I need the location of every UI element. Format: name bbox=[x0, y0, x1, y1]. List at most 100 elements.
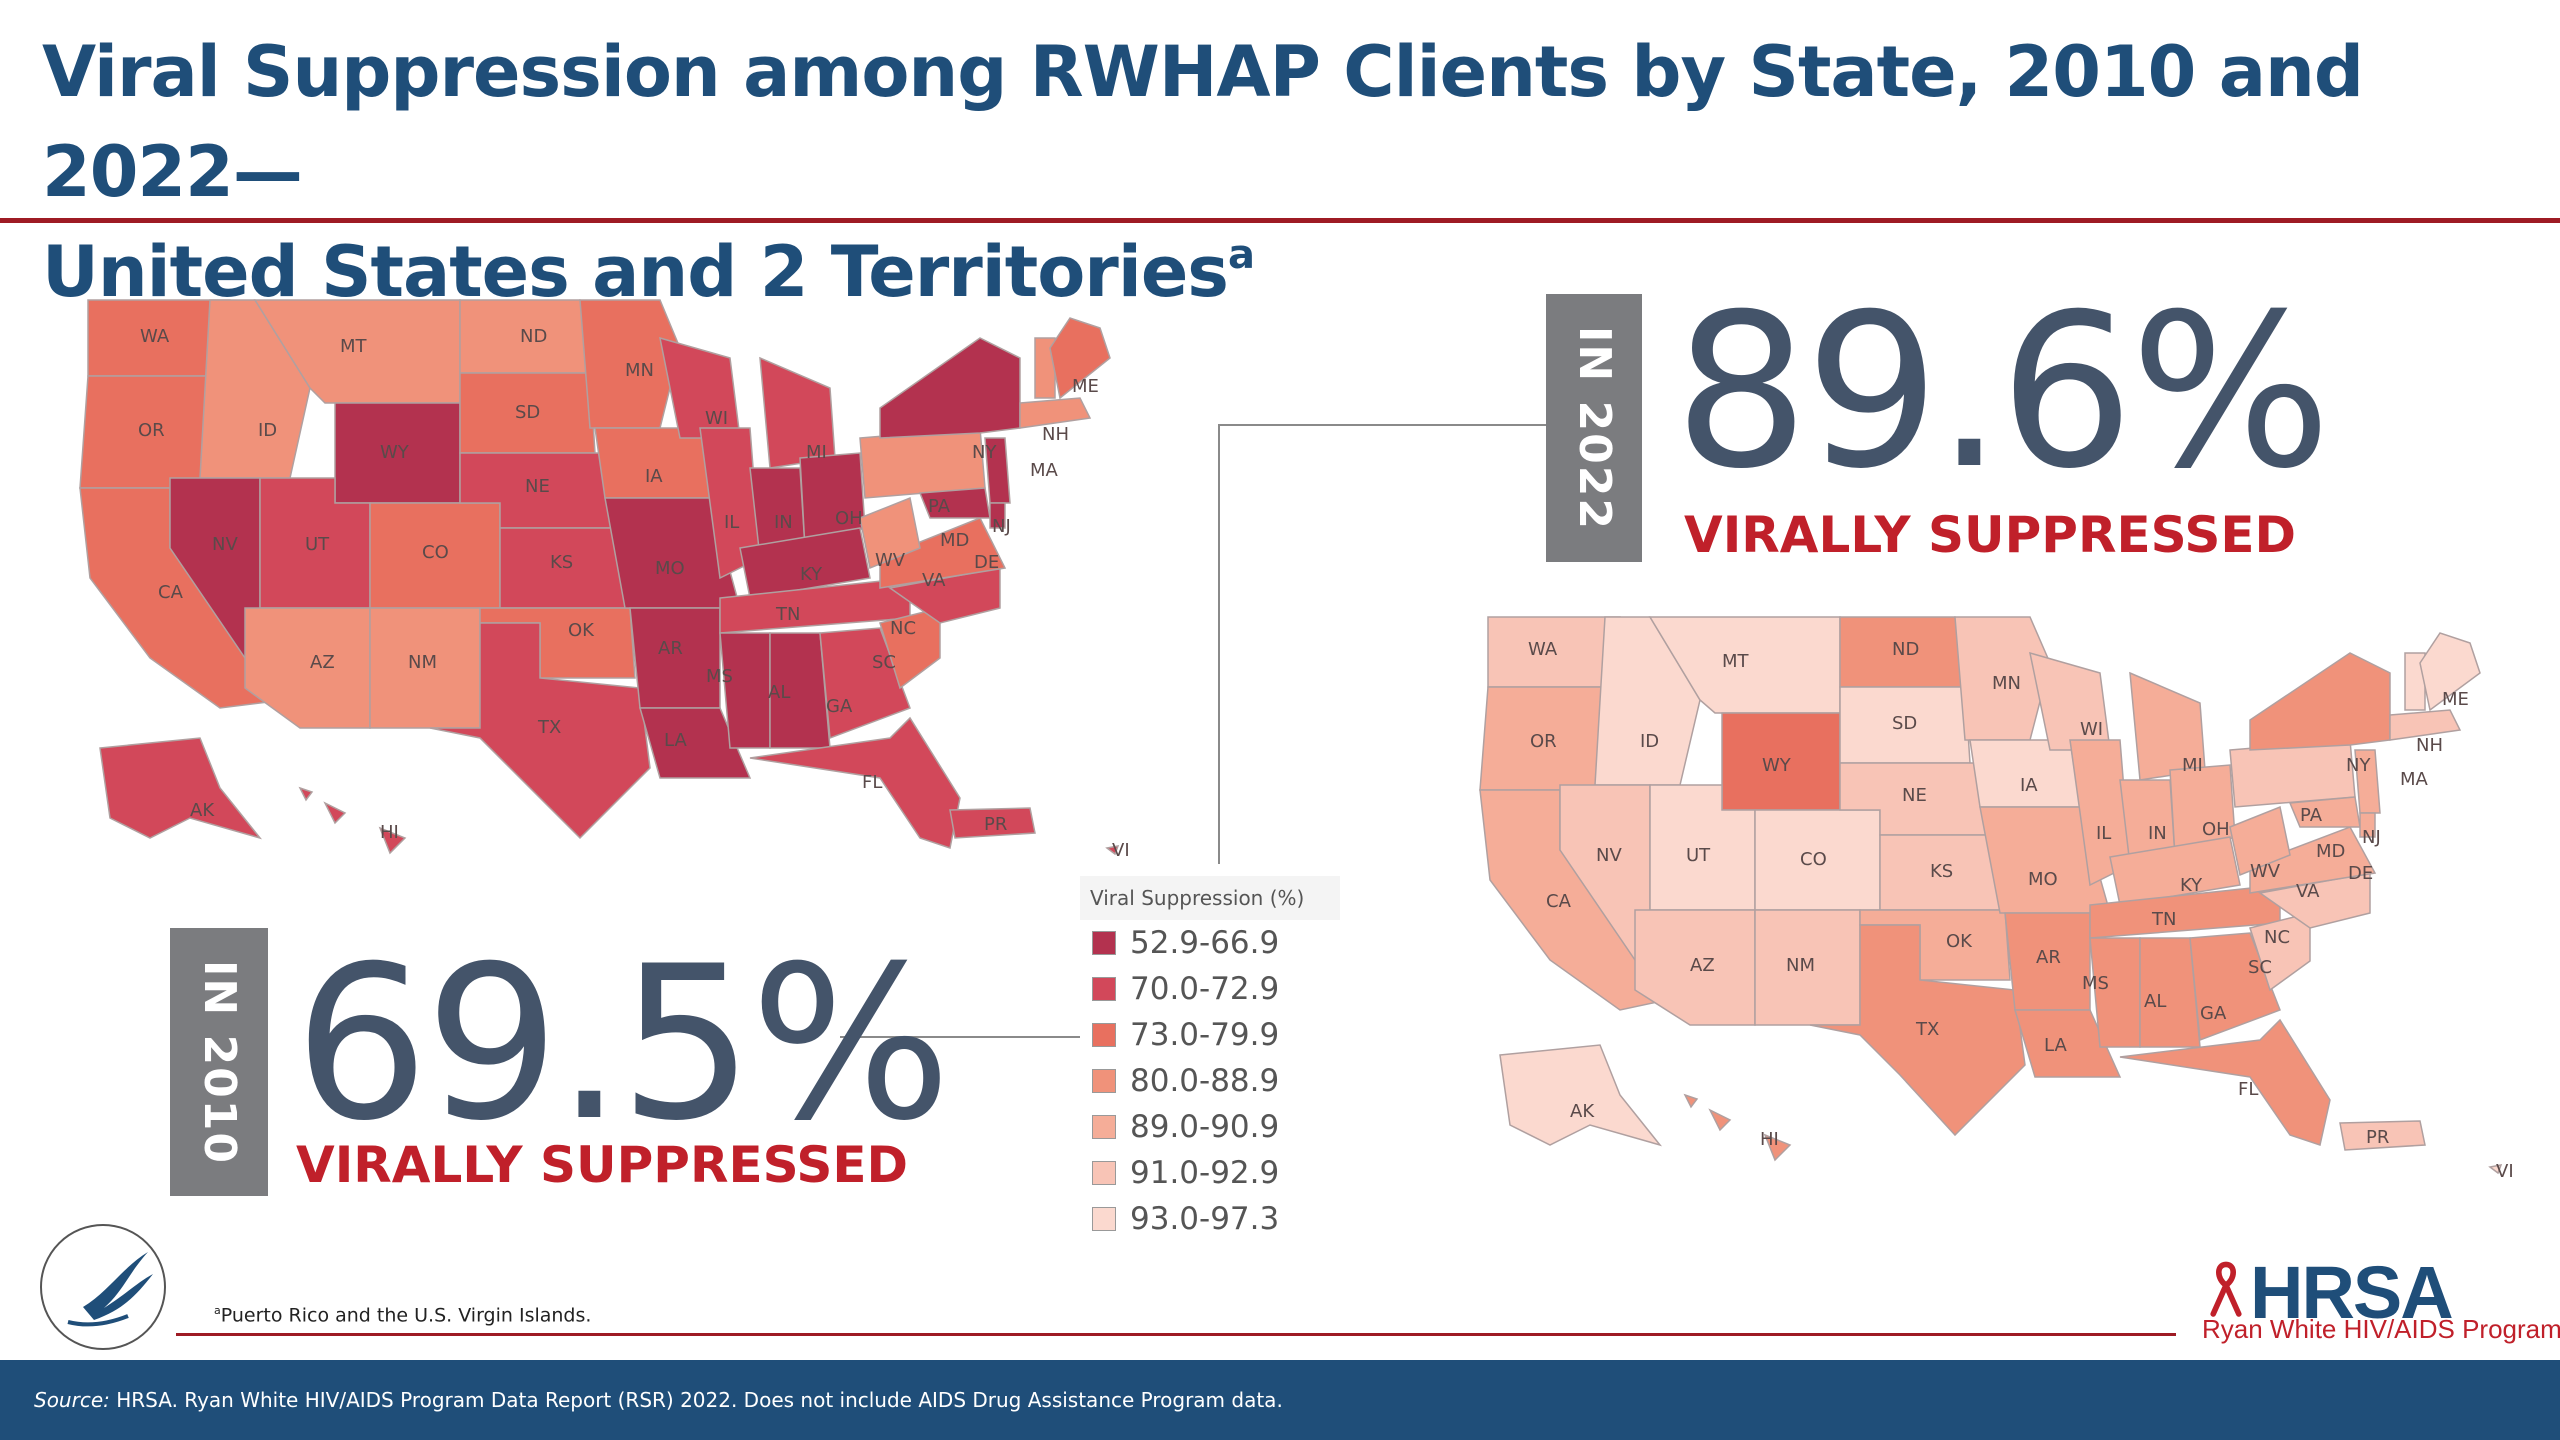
state-id bbox=[1594, 616, 1701, 786]
stat-caption-2022: VIRALLY SUPPRESSED bbox=[1684, 506, 2297, 564]
label-ne: NE bbox=[1902, 785, 1927, 806]
label-mo: MO bbox=[655, 558, 685, 579]
label-ak: AK bbox=[190, 800, 215, 821]
label-wa: WA bbox=[140, 326, 170, 347]
state-nj bbox=[2354, 749, 2381, 814]
label-wa: WA bbox=[1528, 639, 1558, 660]
label-id: ID bbox=[1640, 731, 1659, 752]
state-me bbox=[2419, 632, 2481, 712]
legend-label: 73.0-79.9 bbox=[1130, 1017, 1280, 1053]
state-nh bbox=[1034, 337, 1056, 399]
label-hi: HI bbox=[1760, 1129, 1779, 1150]
label-ut: UT bbox=[305, 534, 330, 555]
label-md: MD bbox=[940, 530, 969, 551]
label-hi: HI bbox=[380, 822, 399, 843]
label-nm: NM bbox=[408, 652, 437, 673]
state-vi bbox=[1105, 845, 1120, 856]
label-ky: KY bbox=[800, 564, 823, 585]
label-sd: SD bbox=[1892, 713, 1917, 734]
label-sd: SD bbox=[515, 402, 540, 423]
label-ok: OK bbox=[1946, 931, 1973, 952]
label-sc: SC bbox=[872, 652, 896, 673]
state-ak bbox=[99, 737, 263, 840]
label-la: LA bbox=[2044, 1035, 2067, 1056]
label-ms: MS bbox=[706, 666, 733, 687]
state-az bbox=[244, 607, 371, 729]
label-tn: TN bbox=[2151, 909, 2176, 930]
state-tx bbox=[429, 622, 651, 840]
label-wi: WI bbox=[705, 408, 728, 429]
seal-eagle bbox=[83, 1252, 153, 1320]
state-sc bbox=[2249, 912, 2311, 992]
label-me: ME bbox=[1072, 376, 1099, 397]
label-co: CO bbox=[1800, 849, 1827, 870]
label-ma: MA bbox=[1030, 460, 1059, 481]
source-label: Source: bbox=[34, 1388, 110, 1412]
label-in: IN bbox=[774, 512, 793, 533]
label-in: IN bbox=[2148, 823, 2167, 844]
red-ribbon-icon bbox=[2210, 1261, 2242, 1317]
label-mn: MN bbox=[1992, 673, 2021, 694]
state-hi bbox=[298, 786, 407, 855]
label-pr: PR bbox=[2366, 1127, 2389, 1148]
label-mt: MT bbox=[1722, 651, 1750, 672]
hrsa-logo: HRSA Ryan White HIV/AIDS Program bbox=[2198, 1250, 2560, 1350]
state-az bbox=[1634, 909, 1756, 1026]
label-tx: TX bbox=[537, 717, 561, 738]
state-la bbox=[2013, 1009, 2122, 1078]
label-la: LA bbox=[664, 730, 687, 751]
footer-band: Source: HRSA. Ryan White HIV/AIDS Progra… bbox=[0, 1360, 2560, 1440]
label-vi: VI bbox=[1112, 840, 1130, 861]
label-pr: PR bbox=[984, 814, 1007, 835]
state-pr bbox=[949, 807, 1036, 839]
legend-item: 73.0-79.9 bbox=[1080, 1012, 1340, 1058]
label-mn: MN bbox=[625, 360, 654, 381]
stat-value-2010: 69.5% bbox=[294, 920, 951, 1167]
label-de: DE bbox=[2348, 863, 2373, 884]
state-ky bbox=[2109, 836, 2241, 906]
legend-label: 80.0-88.9 bbox=[1130, 1063, 1280, 1099]
label-oh: OH bbox=[2202, 819, 2230, 840]
state-va bbox=[2249, 826, 2377, 894]
label-wv: WV bbox=[875, 550, 906, 571]
label-nj: NJ bbox=[2362, 827, 2381, 848]
legend-item: 89.0-90.9 bbox=[1080, 1104, 1340, 1150]
map-2010-svg: WA OR CA ID NV MT WY UT AZ CO NM ND SD N… bbox=[79, 299, 1130, 861]
label-al: AL bbox=[768, 682, 790, 703]
legend-swatch bbox=[1092, 1161, 1116, 1185]
label-or: OR bbox=[1530, 731, 1557, 752]
label-nj: NJ bbox=[992, 516, 1011, 537]
label-ny: NY bbox=[2346, 755, 2371, 776]
label-co: CO bbox=[422, 542, 449, 563]
hhs-seal-logo bbox=[28, 1212, 178, 1362]
label-id: ID bbox=[258, 420, 277, 441]
label-ga: GA bbox=[826, 696, 853, 717]
label-fl: FL bbox=[862, 772, 882, 793]
state-ga bbox=[2189, 932, 2281, 1042]
label-il: IL bbox=[724, 512, 739, 533]
legend-swatch bbox=[1092, 1115, 1116, 1139]
label-nd: ND bbox=[1892, 639, 1919, 660]
label-nm: NM bbox=[1786, 955, 1815, 976]
label-oh: OH bbox=[835, 508, 863, 529]
title-footnote-marker: a bbox=[1227, 232, 1255, 278]
state-tx bbox=[1809, 924, 2026, 1137]
state-pa bbox=[859, 427, 986, 499]
legend-item: 52.9-66.9 bbox=[1080, 920, 1340, 966]
state-ky bbox=[739, 527, 871, 599]
label-ks: KS bbox=[1930, 861, 1953, 882]
label-pa: PA bbox=[2300, 805, 2323, 826]
label-fl: FL bbox=[2238, 1079, 2258, 1100]
label-or: OR bbox=[138, 420, 165, 441]
label-nc: NC bbox=[890, 618, 916, 639]
title-divider bbox=[0, 218, 2560, 223]
label-ar: AR bbox=[658, 638, 683, 659]
label-nv: NV bbox=[1596, 845, 1622, 866]
label-sc: SC bbox=[2248, 957, 2272, 978]
state-ak bbox=[1499, 1044, 1663, 1147]
state-sc bbox=[879, 607, 941, 690]
legend-swatch bbox=[1092, 931, 1116, 955]
state-wv bbox=[2229, 805, 2291, 877]
map-2022-svg: WA OR CA ID NV MT WY UT AZ CO NM ND SD N… bbox=[1479, 616, 2514, 1182]
state-de bbox=[2359, 812, 2376, 838]
